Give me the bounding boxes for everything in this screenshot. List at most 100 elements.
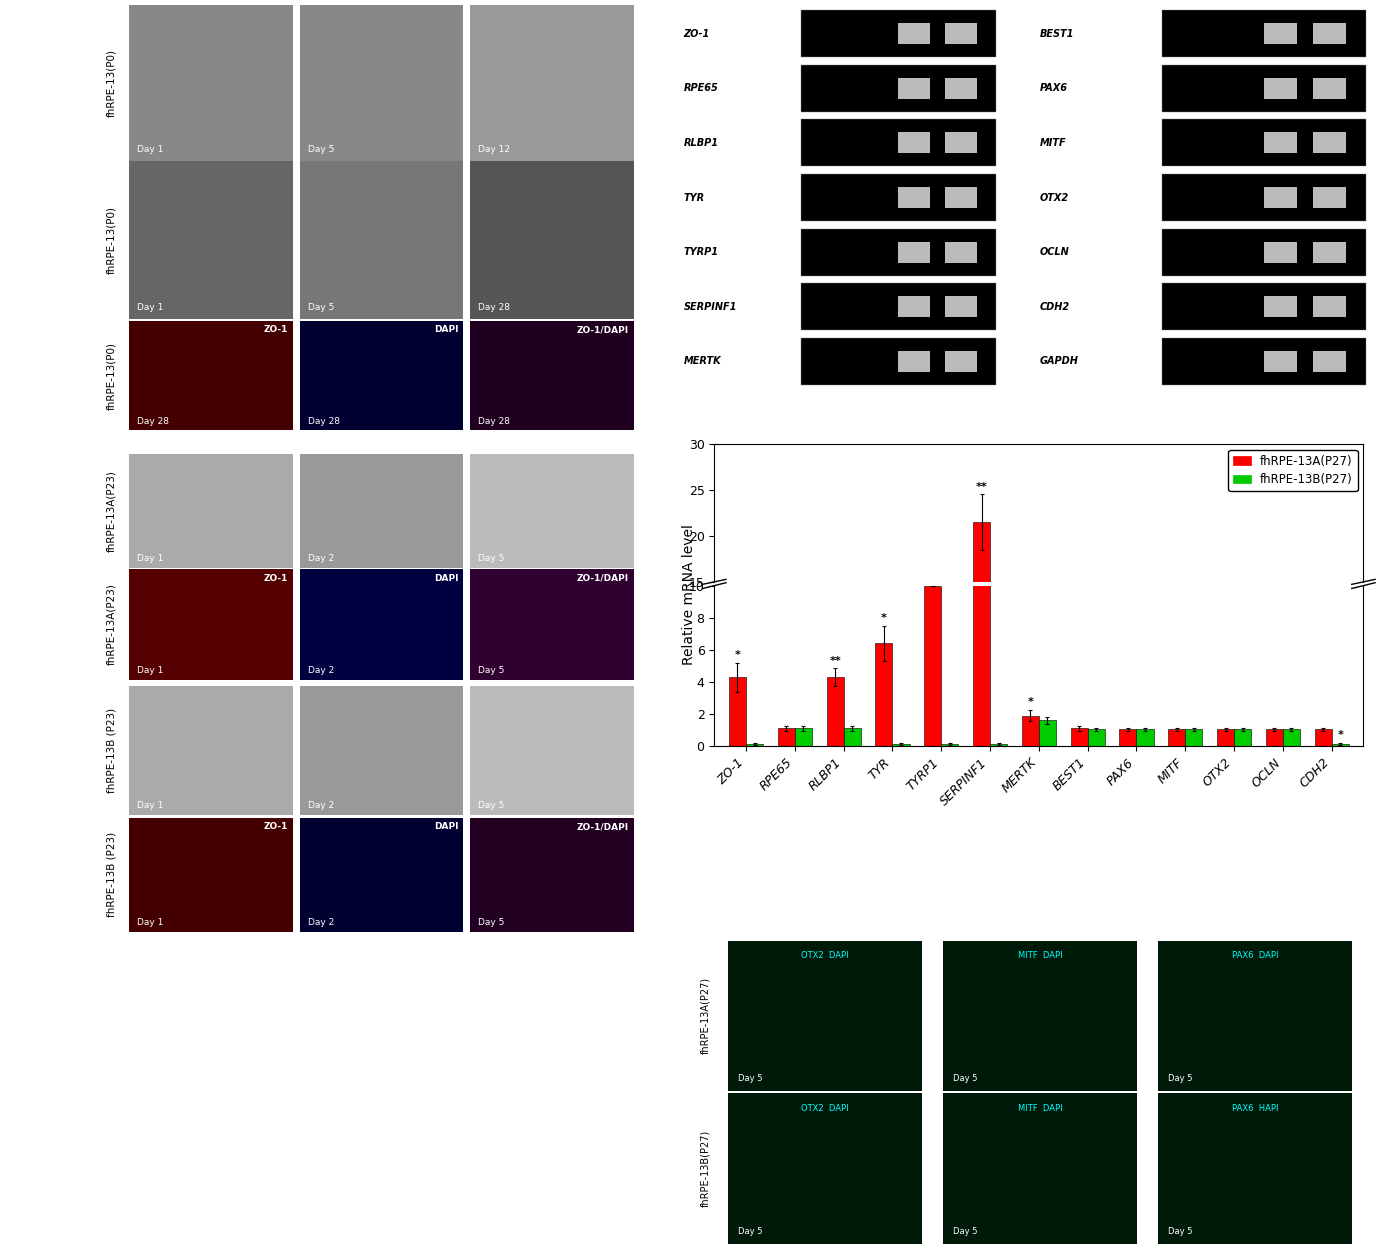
Bar [800,10,996,58]
Text: Day 5: Day 5 [1168,1075,1193,1083]
Bar [1168,710,1186,720]
Bar [1162,119,1366,167]
Bar [1313,242,1345,263]
Bar [924,586,942,746]
Text: fhRPE-13B (P23): fhRPE-13B (P23) [107,833,117,917]
Bar [946,78,976,99]
Text: TYR: TYR [684,193,705,202]
Bar [1022,716,1039,746]
Legend: fhRPE-13A(P27), fhRPE-13B(P27): fhRPE-13A(P27), fhRPE-13B(P27) [1227,450,1358,492]
Bar [1265,242,1297,263]
Bar [1168,730,1186,746]
Text: Day 5: Day 5 [479,554,505,563]
Text: Day 5: Day 5 [479,918,505,927]
Text: OTX2  DAPI: OTX2 DAPI [802,951,849,961]
Bar [1136,710,1154,720]
Text: fhRPE-13(P0): fhRPE-13(P0) [107,341,117,410]
Text: DAPI: DAPI [434,823,458,831]
Text: RPE65: RPE65 [684,83,718,93]
Bar [1162,228,1366,276]
Bar [1265,187,1297,208]
Bar [942,719,958,720]
Bar [1283,710,1300,720]
Text: Day 5: Day 5 [953,1228,978,1236]
Bar [800,119,996,167]
Text: CDH2: CDH2 [1040,302,1071,312]
Bar [730,677,746,746]
Bar [1136,730,1154,746]
Bar [843,710,861,720]
Bar [1087,730,1105,746]
Bar [990,744,1007,746]
Bar [827,677,843,746]
Bar [972,522,990,720]
Text: RLBP1: RLBP1 [684,138,718,148]
Text: fhRPE-13A(P23): fhRPE-13A(P23) [107,470,117,552]
Bar [778,710,795,720]
Text: ZO-1: ZO-1 [264,574,287,583]
Bar [1216,710,1234,720]
Bar [800,228,996,276]
Bar [899,187,929,208]
Text: **: ** [975,482,988,492]
Bar [1039,721,1056,746]
Text: DAPI: DAPI [434,325,458,335]
Text: Day 2: Day 2 [308,918,334,927]
Text: Day 5: Day 5 [953,1075,978,1083]
Bar [843,729,861,746]
Bar [990,719,1007,720]
Text: Day 28: Day 28 [479,303,510,312]
Text: ZO-1/DAPI: ZO-1/DAPI [577,823,628,831]
Bar [746,719,763,720]
Text: ZO-1/DAPI: ZO-1/DAPI [577,574,628,583]
Bar [1234,710,1251,720]
Bar [1332,719,1348,720]
Text: PAX6: PAX6 [1040,83,1068,93]
Bar [1162,283,1366,330]
Bar [795,729,811,746]
Bar [972,401,990,746]
Text: OCLN: OCLN [1040,247,1069,257]
Bar [1265,132,1297,153]
Bar [1186,730,1203,746]
Text: fhRPE-13B (P23): fhRPE-13B (P23) [107,709,117,793]
Text: TYRP1: TYRP1 [684,247,718,257]
Text: BEST1: BEST1 [1040,29,1075,39]
Bar [1162,337,1366,385]
Text: Relative mRNA level: Relative mRNA level [682,524,696,666]
Text: ZO-1/DAPI: ZO-1/DAPI [577,325,628,335]
Text: Day 12: Day 12 [479,145,510,154]
Text: Day 1: Day 1 [137,145,164,154]
Bar [1315,730,1332,746]
Bar [875,661,892,720]
Text: fhRPE-13B(P27): fhRPE-13B(P27) [700,1130,710,1208]
Text: OTX2: OTX2 [1040,193,1069,202]
Bar [1162,10,1366,58]
Bar [899,351,929,372]
Text: **: ** [829,656,841,666]
Bar [1071,729,1087,746]
Bar [899,78,929,99]
Text: Day 5: Day 5 [479,666,505,675]
Bar [1265,296,1297,317]
Bar [800,283,996,330]
Text: Day 28: Day 28 [479,416,510,426]
Bar [1039,705,1056,720]
Text: Day 1: Day 1 [137,801,164,810]
Bar [1234,730,1251,746]
Bar [946,296,976,317]
Bar [800,174,996,221]
Text: Day 1: Day 1 [137,554,164,563]
Text: Day 5: Day 5 [479,801,505,810]
Bar [800,65,996,112]
Bar [1265,23,1297,44]
Text: *: * [1337,730,1343,740]
Bar [1313,351,1345,372]
Text: SERPINF1: SERPINF1 [684,302,736,312]
Bar [1313,296,1345,317]
Bar [946,187,976,208]
Text: MITF: MITF [1040,138,1067,148]
Bar [899,132,929,153]
Text: Day 5: Day 5 [738,1075,763,1083]
Bar [1266,730,1283,746]
